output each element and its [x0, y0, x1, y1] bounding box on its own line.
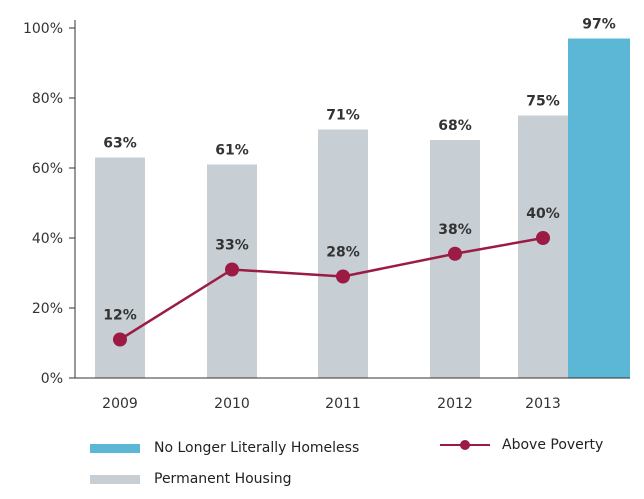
bar-no-longer-homeless — [568, 38, 630, 378]
bar-value-label: 68% — [438, 118, 472, 134]
line-value-label: 12% — [103, 308, 137, 324]
poverty-point — [113, 332, 127, 347]
bar-value-label: 61% — [215, 143, 249, 159]
bar-permanent-housing — [318, 129, 368, 378]
y-tick-label: 60% — [32, 161, 63, 177]
legend-homeless-swatch — [90, 443, 140, 453]
legend-housing-label: Permanent Housing — [154, 471, 292, 487]
line-value-label: 33% — [215, 238, 249, 254]
x-axis: 2009 2010 2011 2012 2013 — [75, 377, 630, 412]
y-axis: 0% 20% 40% 60% 80% 100% — [23, 20, 76, 387]
y-tick-label: 40% — [32, 231, 63, 247]
legend-housing-swatch — [90, 474, 140, 484]
legend-poverty: Above Poverty — [440, 437, 603, 453]
poverty-line — [113, 231, 550, 347]
poverty-point — [536, 231, 550, 245]
poverty-point — [336, 269, 350, 284]
legend-housing: Permanent Housing — [90, 471, 292, 487]
line-value-label: 38% — [438, 222, 472, 238]
bar-value-label: 71% — [326, 108, 360, 124]
x-tick-label: 2012 — [437, 396, 473, 412]
x-tick-label: 2009 — [102, 396, 138, 412]
y-tick-label: 0% — [41, 371, 63, 387]
y-tick-label: 100% — [23, 21, 63, 37]
x-tick-label: 2010 — [214, 396, 250, 412]
poverty-point — [225, 262, 239, 277]
bar-value-label: 97% — [582, 17, 616, 33]
line-value-label: 28% — [326, 245, 360, 261]
legend-poverty-label: Above Poverty — [502, 437, 604, 453]
legend-homeless-label: No Longer Literally Homeless — [154, 440, 360, 456]
legend-poverty-swatch — [440, 439, 490, 451]
x-tick-label: 2013 — [525, 396, 561, 412]
y-tick-label: 20% — [32, 301, 63, 317]
y-tick-label: 80% — [32, 91, 63, 107]
bar-permanent-housing — [518, 115, 568, 378]
x-tick-label: 2011 — [325, 396, 361, 412]
bar-value-label: 75% — [526, 94, 560, 110]
bar-value-label: 63% — [103, 136, 137, 152]
data-labels: 63% 61% 71% 68% 75% 97% 12% 33% 28% 38% 40% — [103, 17, 616, 324]
poverty-point — [448, 246, 462, 261]
line-value-label: 40% — [526, 206, 560, 222]
legend-homeless: No Longer Literally Homeless — [90, 440, 359, 456]
